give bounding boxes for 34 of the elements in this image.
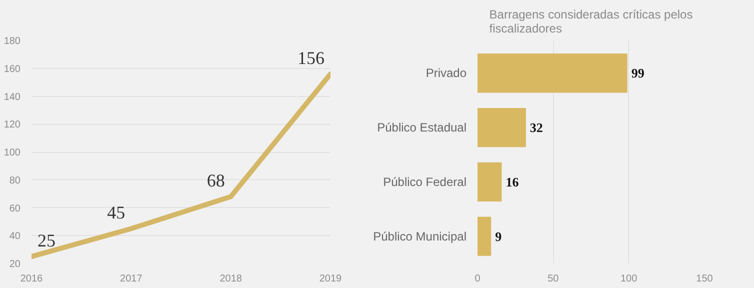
x-tick-label: 50 [548, 274, 560, 284]
data-label: 25 [38, 230, 56, 251]
x-tick-label: 2018 [220, 274, 242, 284]
y-tick-label: 80 [9, 175, 21, 186]
y-tick-label: 40 [9, 231, 21, 242]
y-tick-label: Privado [426, 66, 467, 80]
y-tick-label: 60 [9, 203, 21, 214]
y-tick-label: Público Estadual [377, 120, 466, 135]
x-tick-label: 2019 [319, 274, 342, 284]
data-label: 16 [506, 174, 520, 190]
data-label: 9 [495, 228, 502, 244]
bar [478, 162, 502, 202]
y-tick-label: 20 [9, 259, 21, 270]
data-label: 156 [298, 48, 324, 68]
bar [478, 108, 526, 148]
data-label: 99 [631, 66, 645, 81]
x-tick-label: 150 [696, 274, 714, 284]
x-tick-label: 0 [474, 274, 481, 284]
y-tick-label: 140 [4, 92, 21, 103]
data-label: 45 [107, 202, 126, 223]
y-tick-label: Público Municipal [373, 229, 467, 244]
data-label: 32 [530, 120, 543, 136]
data-label: 68 [206, 170, 225, 191]
y-tick-label: Público Federal [383, 174, 467, 189]
bar [478, 216, 492, 256]
bar [478, 54, 628, 93]
x-tick-label: 2017 [120, 274, 143, 284]
x-tick-label: 100 [620, 274, 638, 284]
y-tick-label: 120 [4, 120, 21, 131]
x-tick-label: 2016 [20, 274, 44, 284]
chart-title: Barragens consideradas críticas pelos fiscalizadores [489, 8, 693, 36]
y-tick-label: 100 [4, 148, 21, 158]
y-tick-label: 160 [4, 64, 21, 75]
y-tick-label: 180 [4, 36, 21, 47]
